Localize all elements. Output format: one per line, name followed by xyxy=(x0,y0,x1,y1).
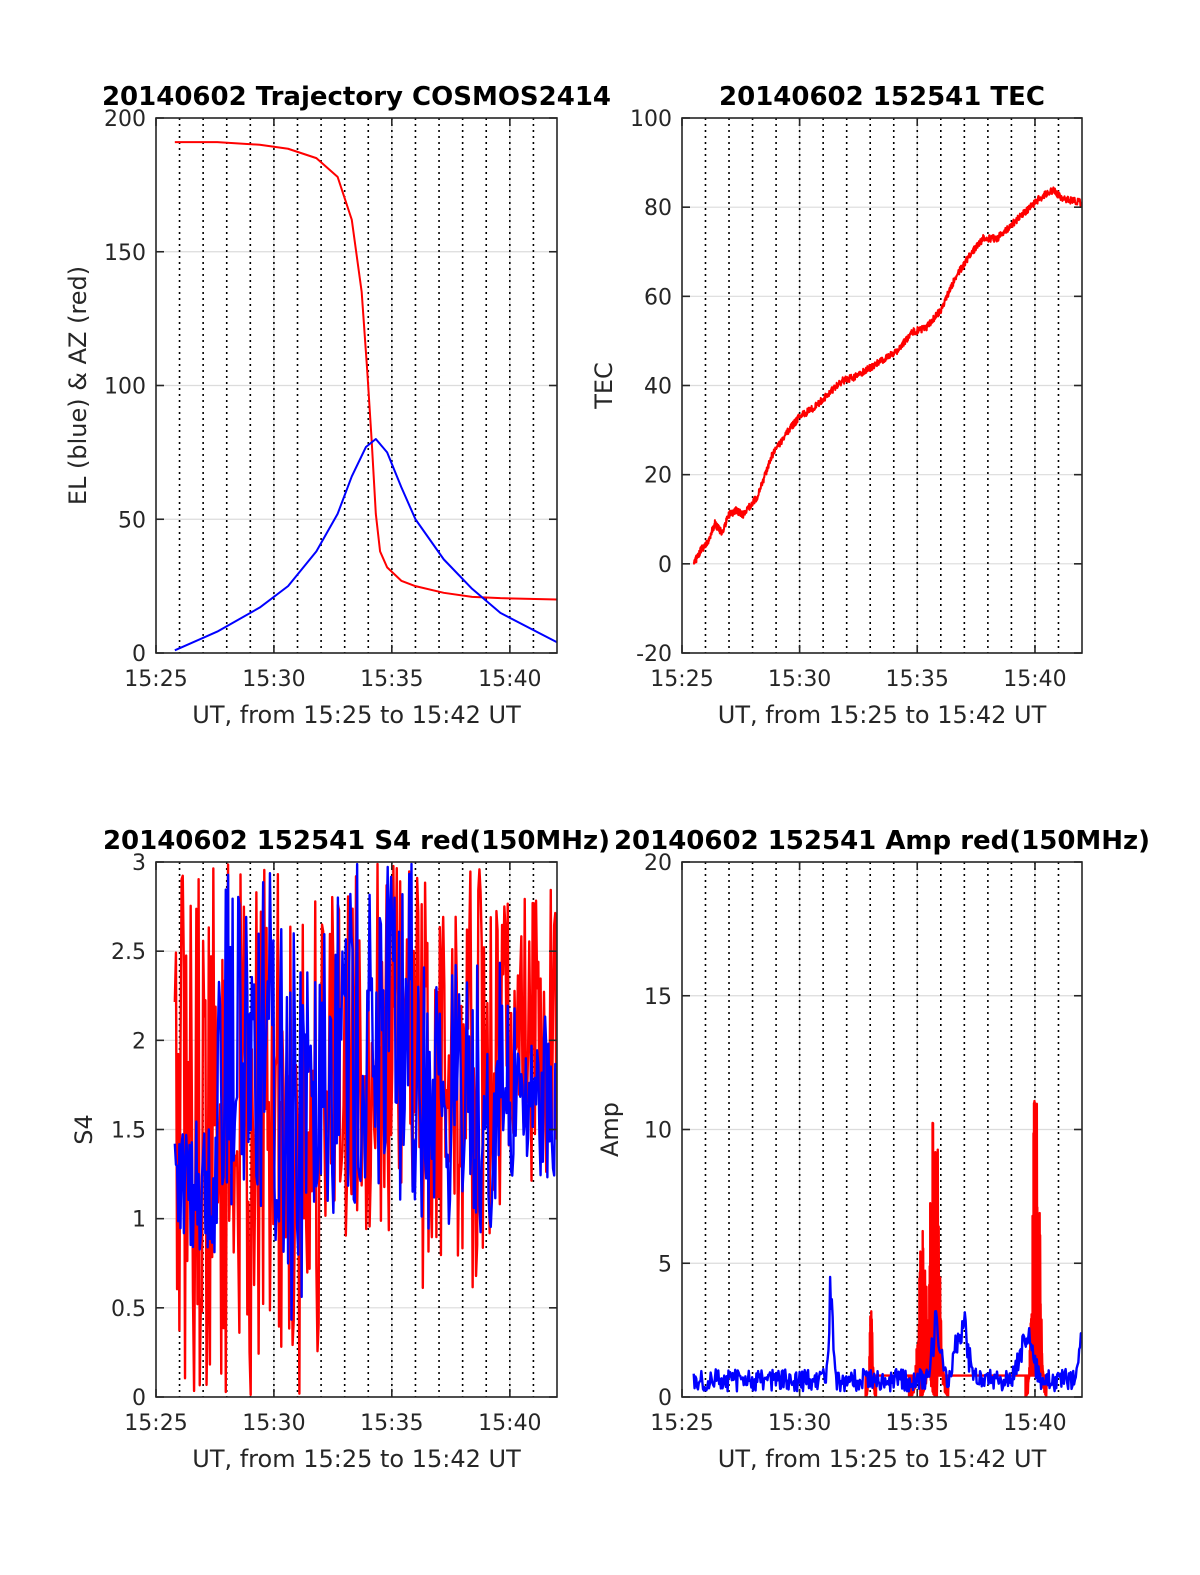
trajectory-series-0 xyxy=(174,141,557,601)
s4-ytick-label: 2.5 xyxy=(111,940,146,965)
s4-series-1 xyxy=(173,862,557,1321)
trajectory-ytick-label: 200 xyxy=(104,107,146,132)
amp-ytick-label: 20 xyxy=(644,851,672,876)
trajectory-xtick-label: 15:35 xyxy=(360,667,423,692)
s4-xtick-label: 15:25 xyxy=(124,1411,187,1436)
tec-ytick-label: 100 xyxy=(630,107,672,132)
amp-ylabel: Amp xyxy=(596,1102,624,1157)
amp-data xyxy=(692,1099,1082,1397)
tec-xtick-label: 15:35 xyxy=(886,667,949,692)
s4-ytick-label: 0 xyxy=(132,1386,146,1411)
s4-xlabel: UT, from 15:25 to 15:42 UT xyxy=(192,1445,521,1473)
tec-xtick-label: 15:25 xyxy=(650,667,713,692)
s4-xtick-label: 15:40 xyxy=(478,1411,541,1436)
tec-ytick-label: 0 xyxy=(658,553,672,578)
tec-ytick-label: 40 xyxy=(644,375,672,400)
tec-data xyxy=(692,186,1082,565)
amp-ytick-label: 0 xyxy=(658,1386,672,1411)
trajectory-panel: 0 50 100 150 200 15:25 15:30 15:35 15:40 20140602… xyxy=(64,82,611,729)
s4-xtick-label: 15:35 xyxy=(360,1411,423,1436)
s4-ytick-label: 2 xyxy=(132,1029,146,1054)
tec-xtick-label: 15:40 xyxy=(1003,667,1066,692)
trajectory-title: 20140602 Trajectory COSMOS2414 xyxy=(102,82,611,112)
amp-series-1 xyxy=(692,1275,1082,1393)
amp-ytick-label: 10 xyxy=(644,1119,672,1144)
amp-ytick-label: 15 xyxy=(644,985,672,1010)
tec-xlabel: UT, from 15:25 to 15:42 UT xyxy=(718,701,1047,729)
amp-panel: 0 5 10 15 20 15:25 15:30 15:35 15:40 20140602 152… xyxy=(596,826,1150,1473)
tec-ytick-label: 20 xyxy=(644,464,672,489)
amp-xlabel: UT, from 15:25 to 15:42 UT xyxy=(718,1445,1047,1473)
s4-data xyxy=(173,862,557,1397)
s4-panel: 0 0.5 1 1.5 2 2.5 3 15:25 15:30 15:35 15:40 2014060… xyxy=(70,826,610,1473)
amp-xtick-label: 15:40 xyxy=(1003,1411,1066,1436)
amp-xtick-label: 15:30 xyxy=(768,1411,831,1436)
s4-ytick-label: 0.5 xyxy=(111,1297,146,1322)
tec-title: 20140602 152541 TEC xyxy=(719,82,1045,112)
s4-ytick-label: 3 xyxy=(132,851,146,876)
trajectory-ytick-label: 0 xyxy=(132,642,146,667)
tec-ytick-label: 60 xyxy=(644,285,672,310)
trajectory-xtick-label: 15:40 xyxy=(478,667,541,692)
amp-ytick-label: 5 xyxy=(658,1252,672,1277)
trajectory-series-1 xyxy=(174,438,557,652)
trajectory-ylabel: EL (blue) & AZ (red) xyxy=(64,266,92,505)
amp-xtick-label: 15:35 xyxy=(886,1411,949,1436)
tec-ylabel: TEC xyxy=(590,362,618,410)
tec-ytick-label: -20 xyxy=(636,642,672,667)
amp-xtick-label: 15:25 xyxy=(650,1411,713,1436)
trajectory-xtick-label: 15:30 xyxy=(242,667,305,692)
s4-ytick-label: 1 xyxy=(132,1208,146,1233)
tec-xtick-label: 15:30 xyxy=(768,667,831,692)
trajectory-ytick-label: 100 xyxy=(104,375,146,400)
tec-series-0 xyxy=(692,186,1082,565)
amp-title: 20140602 152541 Amp red(150MHz) xyxy=(614,826,1150,856)
trajectory-ytick-label: 50 xyxy=(118,508,146,533)
tec-panel: -20 0 20 40 60 80 100 15:25 15:30 15:35 15:40 20140… xyxy=(590,82,1083,729)
trajectory-xtick-label: 15:25 xyxy=(124,667,187,692)
s4-ylabel: S4 xyxy=(70,1114,98,1145)
tec-ytick-label: 80 xyxy=(644,196,672,221)
s4-xtick-label: 15:30 xyxy=(242,1411,305,1436)
s4-ytick-label: 1.5 xyxy=(111,1119,146,1144)
trajectory-data xyxy=(174,141,557,652)
trajectory-xlabel: UT, from 15:25 to 15:42 UT xyxy=(192,701,521,729)
trajectory-ytick-label: 150 xyxy=(104,241,146,266)
s4-title: 20140602 152541 S4 red(150MHz) xyxy=(103,826,610,856)
